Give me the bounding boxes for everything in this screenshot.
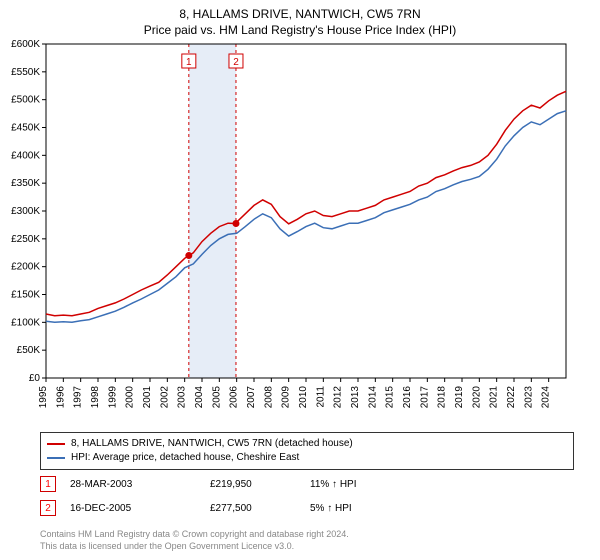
svg-text:2014: 2014 [367, 386, 378, 409]
svg-text:£600K: £600K [11, 39, 40, 50]
svg-text:£200K: £200K [11, 262, 40, 273]
legend-row-2: HPI: Average price, detached house, Ches… [47, 451, 567, 465]
marker-row-1: 1 28-MAR-2003 £219,950 11% ↑ HPI [40, 476, 560, 492]
svg-text:2016: 2016 [402, 386, 413, 409]
svg-text:2004: 2004 [194, 386, 205, 409]
svg-text:£550K: £550K [11, 67, 40, 78]
marker-badge-2: 2 [40, 500, 56, 516]
svg-text:2020: 2020 [471, 386, 482, 409]
svg-text:1998: 1998 [90, 386, 101, 409]
price-chart: £0 £50K £100K £150K £200K £250K £300K £350K £400… [0, 38, 600, 428]
legend-label-2: HPI: Average price, detached house, Ches… [71, 451, 299, 465]
svg-text:£100K: £100K [11, 317, 40, 328]
marker-price-2: £277,500 [210, 503, 310, 514]
marker-delta-2: 5% ↑ HPI [310, 503, 410, 514]
svg-text:2018: 2018 [437, 386, 448, 409]
svg-text:2007: 2007 [246, 386, 257, 409]
marker-row-2: 2 16-DEC-2005 £277,500 5% ↑ HPI [40, 500, 560, 516]
legend: 8, HALLAMS DRIVE, NANTWICH, CW5 7RN (det… [40, 432, 574, 470]
svg-text:£350K: £350K [11, 178, 40, 189]
svg-text:2017: 2017 [419, 386, 430, 409]
marker-delta-1: 11% ↑ HPI [310, 479, 410, 490]
svg-text:£400K: £400K [11, 150, 40, 161]
svg-text:£50K: £50K [17, 345, 41, 356]
chart-container: 8, HALLAMS DRIVE, NANTWICH, CW5 7RN Pric… [0, 0, 600, 560]
svg-text:2006: 2006 [229, 386, 240, 409]
chart-title-line2: Price paid vs. HM Land Registry's House … [0, 22, 600, 38]
svg-text:2019: 2019 [454, 386, 465, 409]
svg-text:2013: 2013 [350, 386, 361, 409]
chart-title-block: 8, HALLAMS DRIVE, NANTWICH, CW5 7RN Pric… [0, 0, 600, 38]
svg-text:2005: 2005 [211, 386, 222, 409]
chart-title-line1: 8, HALLAMS DRIVE, NANTWICH, CW5 7RN [0, 6, 600, 22]
svg-text:1: 1 [186, 57, 192, 68]
svg-text:2023: 2023 [523, 386, 534, 409]
legend-row-1: 8, HALLAMS DRIVE, NANTWICH, CW5 7RN (det… [47, 437, 567, 451]
svg-text:1996: 1996 [55, 386, 66, 409]
svg-text:2002: 2002 [159, 386, 170, 409]
svg-text:£450K: £450K [11, 123, 40, 134]
svg-text:2024: 2024 [541, 386, 552, 409]
svg-text:2012: 2012 [333, 386, 344, 409]
svg-text:2010: 2010 [298, 386, 309, 409]
marker-price-1: £219,950 [210, 479, 310, 490]
svg-text:1995: 1995 [38, 386, 49, 409]
svg-text:2022: 2022 [506, 386, 517, 409]
svg-text:£150K: £150K [11, 290, 40, 301]
svg-text:2009: 2009 [281, 386, 292, 409]
svg-text:£500K: £500K [11, 95, 40, 106]
svg-text:2001: 2001 [142, 386, 153, 409]
svg-text:2008: 2008 [263, 386, 274, 409]
svg-text:£0: £0 [29, 373, 41, 384]
svg-text:2021: 2021 [489, 386, 500, 409]
legend-label-1: 8, HALLAMS DRIVE, NANTWICH, CW5 7RN (det… [71, 437, 353, 451]
attribution: Contains HM Land Registry data © Crown c… [40, 528, 560, 552]
legend-swatch-2 [47, 457, 65, 459]
attribution-line1: Contains HM Land Registry data © Crown c… [40, 528, 560, 540]
svg-text:£250K: £250K [11, 234, 40, 245]
svg-text:£300K: £300K [11, 206, 40, 217]
svg-text:1999: 1999 [107, 386, 118, 409]
svg-text:2000: 2000 [125, 386, 136, 409]
marker-date-1: 28-MAR-2003 [70, 479, 210, 490]
svg-text:2003: 2003 [177, 386, 188, 409]
svg-text:2015: 2015 [385, 386, 396, 409]
marker-date-2: 16-DEC-2005 [70, 503, 210, 514]
attribution-line2: This data is licensed under the Open Gov… [40, 540, 560, 552]
marker-badge-1: 1 [40, 476, 56, 492]
legend-swatch-1 [47, 443, 65, 445]
svg-text:2: 2 [233, 57, 239, 68]
svg-text:1997: 1997 [73, 386, 84, 409]
svg-text:2011: 2011 [315, 386, 326, 408]
